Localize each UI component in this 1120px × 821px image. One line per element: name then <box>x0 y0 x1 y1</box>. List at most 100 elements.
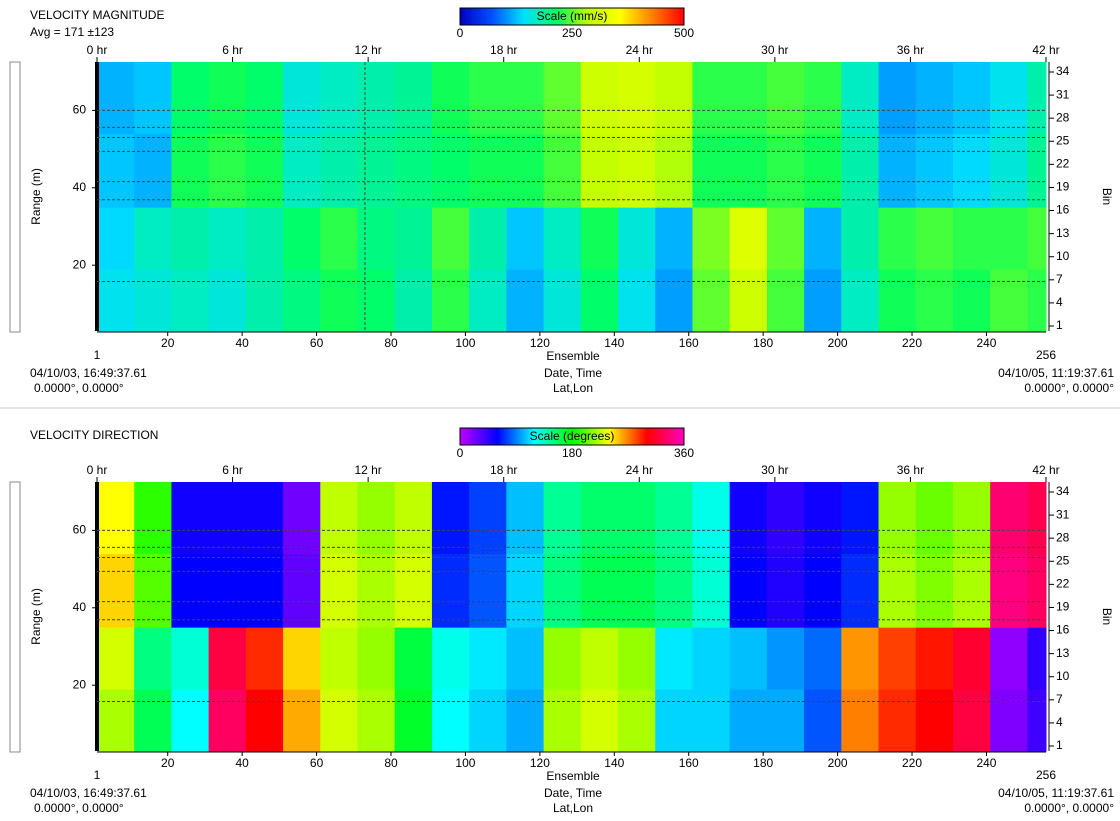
heatmap-cell <box>990 207 1028 270</box>
footer-center: Date, Time <box>544 786 602 800</box>
heatmap-cell <box>134 62 172 135</box>
heatmap-cell <box>283 269 321 332</box>
heatmap-cell <box>766 269 805 332</box>
hour-tick-label: 36 hr <box>897 463 924 477</box>
footer-left: 0.0000°, 0.0000° <box>34 801 124 815</box>
heatmap-cell <box>171 627 210 690</box>
heatmap-cell <box>580 627 619 690</box>
heatmap-cell <box>394 482 433 555</box>
heatmap-cell <box>766 207 805 270</box>
heatmap-cell <box>692 133 731 208</box>
heatmap-cell <box>320 482 359 555</box>
heatmap-cell <box>841 207 880 270</box>
x-tick-label: 40 <box>235 336 249 350</box>
heatmap-cell <box>915 269 954 332</box>
x-limit-label: 256 <box>1036 348 1056 362</box>
heatmap-cell <box>804 207 842 270</box>
y2-tick-label: 19 <box>1056 180 1070 194</box>
heatmap-cell <box>729 627 768 690</box>
heatmap-cell <box>878 627 917 690</box>
heatmap-cell <box>1027 133 1047 208</box>
heatmap-cell <box>841 482 880 555</box>
heatmap-cell <box>692 689 731 752</box>
heatmap-cell <box>618 62 656 135</box>
y2-tick-label: 25 <box>1056 133 1070 147</box>
x-tick-label: 60 <box>310 756 324 770</box>
heatmap-cell <box>543 62 582 135</box>
panel-subtitle: Avg = 171 ±123 <box>30 25 114 39</box>
x-tick-label: 200 <box>828 756 848 770</box>
heatmap-cell <box>171 207 210 270</box>
heatmap-cell <box>357 133 396 208</box>
heatmap-cell <box>171 553 210 628</box>
x-tick-label: 100 <box>455 336 475 350</box>
heatmap-cell <box>580 689 619 752</box>
x-tick-label: 140 <box>604 336 624 350</box>
heatmap-cell <box>655 627 693 690</box>
heatmap-cell <box>1027 482 1047 555</box>
heatmap-cell <box>134 553 172 628</box>
y2-tick-label: 10 <box>1056 669 1070 683</box>
heatmap-cell <box>469 627 507 690</box>
footer-center: Date, Time <box>544 366 602 380</box>
y2-tick-label: 13 <box>1056 646 1070 660</box>
heatmap-cell <box>283 482 321 555</box>
heatmap-cell <box>729 62 768 135</box>
heatmap-cell <box>283 627 321 690</box>
heatmap-cell <box>580 553 619 628</box>
x-tick-label: 120 <box>530 756 550 770</box>
y-tick-label: 20 <box>73 677 87 691</box>
hour-tick-label: 42 hr <box>1032 463 1059 477</box>
heatmap-cell <box>915 207 954 270</box>
x-tick-label: 180 <box>753 336 773 350</box>
heatmap-cell <box>506 133 545 208</box>
footer-right: 0.0000°, 0.0000° <box>1024 801 1114 815</box>
heatmap-cell <box>580 482 619 555</box>
heatmap-cell <box>394 62 433 135</box>
heatmap-cell <box>543 269 582 332</box>
heatmap-cell <box>692 269 731 332</box>
side-scroll <box>9 61 21 333</box>
heatmap-cell <box>245 62 284 135</box>
heatmap-cell <box>320 62 359 135</box>
hour-tick-label: 30 hr <box>761 43 788 57</box>
heatmap-cell <box>915 133 954 208</box>
heatmap-cell <box>283 62 321 135</box>
heatmap-cell <box>134 133 172 208</box>
heatmap-cell <box>97 553 135 628</box>
heatmap-cell <box>171 689 210 752</box>
heatmap-cell <box>990 627 1028 690</box>
heatmap-cell <box>952 269 991 332</box>
heatmap-cell <box>1027 689 1047 752</box>
heatmap-cell <box>431 133 470 208</box>
heatmap-cell <box>915 553 954 628</box>
heatmap-cell <box>766 689 805 752</box>
x-axis-label: Ensemble <box>546 349 600 363</box>
heatmap-cell <box>208 627 247 690</box>
heatmap-cell <box>543 689 582 752</box>
heatmap-cell <box>915 62 954 135</box>
y-tick-label: 60 <box>73 103 87 117</box>
heatmap-cell <box>208 553 247 628</box>
heatmap-cell <box>1027 553 1047 628</box>
y2-tick-label: 28 <box>1056 110 1070 124</box>
heatmap-cell <box>990 269 1028 332</box>
scale-tick-label: 500 <box>674 26 694 40</box>
heatmap-cell <box>878 62 917 135</box>
y2-tick-label: 25 <box>1056 553 1070 567</box>
x-tick-label: 100 <box>455 756 475 770</box>
y2-tick-label: 1 <box>1056 318 1063 332</box>
heatmap-cell <box>655 133 693 208</box>
heatmap-cell <box>506 553 545 628</box>
scale-bar <box>459 427 685 446</box>
heatmap-cell <box>97 689 135 752</box>
heatmap-cell <box>804 689 842 752</box>
x-tick-label: 80 <box>384 756 398 770</box>
y2-tick-label: 7 <box>1056 272 1063 286</box>
heatmap-cell <box>320 553 359 628</box>
heatmap-cell <box>357 269 396 332</box>
heatmap-cell <box>208 689 247 752</box>
heatmap-cell <box>618 553 656 628</box>
heatmap-cell <box>1027 207 1047 270</box>
heatmap-cell <box>618 627 656 690</box>
